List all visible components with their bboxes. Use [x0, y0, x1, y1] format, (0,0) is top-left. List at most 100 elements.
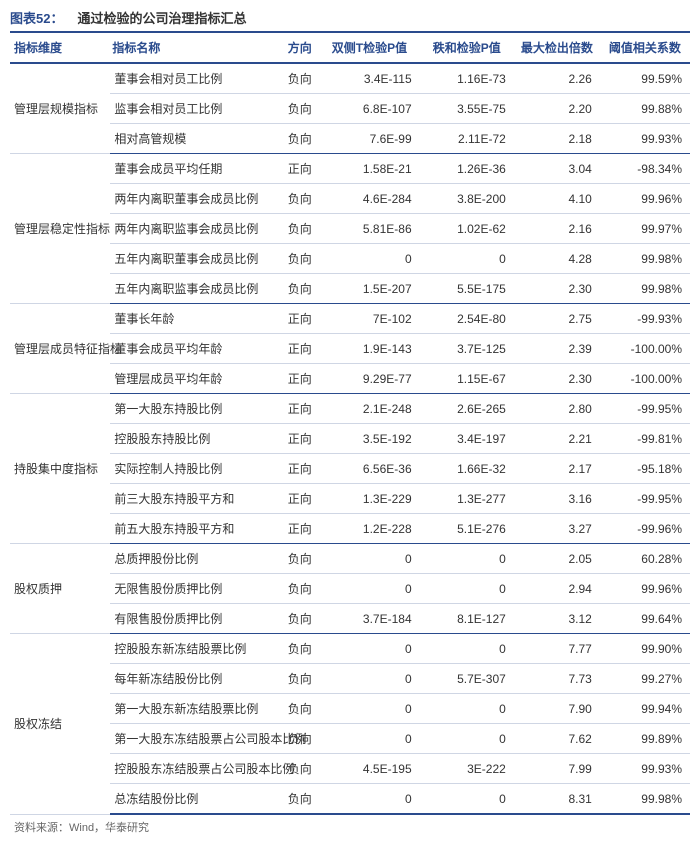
- table-row: 五年内离职董事会成员比例负向004.2899.98%: [10, 244, 690, 274]
- table-row: 前三大股东持股平方和正向1.3E-2291.3E-2773.16-99.95%: [10, 484, 690, 514]
- pr-cell: 3.4E-197: [420, 424, 514, 454]
- max-cell: 7.77: [514, 634, 600, 664]
- max-cell: 2.05: [514, 544, 600, 574]
- figure-title: 通过检验的公司治理指标汇总: [77, 8, 246, 27]
- table-row: 股权冻结控股股东新冻结股票比例负向007.7799.90%: [10, 634, 690, 664]
- report-table-figure: 图表52： 通过检验的公司治理指标汇总 指标维度 指标名称 方向 双侧T检验P值…: [0, 0, 700, 841]
- table-row: 控股股东持股比例正向3.5E-1923.4E-1972.21-99.81%: [10, 424, 690, 454]
- dir-cell: 正向: [280, 454, 319, 484]
- pr-cell: 1.66E-32: [420, 454, 514, 484]
- corr-cell: 99.90%: [600, 634, 690, 664]
- name-cell: 控股股东冻结股票占公司股本比例: [110, 754, 280, 784]
- figure-number: 图表52：: [10, 8, 63, 27]
- pr-cell: 0: [420, 694, 514, 724]
- name-cell: 董事会相对员工比例: [110, 63, 280, 94]
- name-cell: 两年内离职董事会成员比例: [110, 184, 280, 214]
- table-row: 股权质押总质押股份比例负向002.0560.28%: [10, 544, 690, 574]
- category-cell: 管理层规模指标: [10, 63, 110, 154]
- pt-cell: 0: [319, 634, 419, 664]
- max-cell: 2.30: [514, 364, 600, 394]
- pt-cell: 3.5E-192: [319, 424, 419, 454]
- pt-cell: 7E-102: [319, 304, 419, 334]
- name-cell: 前三大股东持股平方和: [110, 484, 280, 514]
- corr-cell: -99.95%: [600, 484, 690, 514]
- name-cell: 控股股东持股比例: [110, 424, 280, 454]
- pr-cell: 5.5E-175: [420, 274, 514, 304]
- data-source: 资料来源：Wind，华泰研究: [10, 819, 690, 835]
- dir-cell: 负向: [280, 754, 319, 784]
- col-header: 指标维度: [10, 32, 110, 63]
- pt-cell: 7.6E-99: [319, 124, 419, 154]
- corr-cell: 99.93%: [600, 124, 690, 154]
- dir-cell: 负向: [280, 184, 319, 214]
- max-cell: 2.21: [514, 424, 600, 454]
- pr-cell: 1.26E-36: [420, 154, 514, 184]
- category-cell: 持股集中度指标: [10, 394, 110, 544]
- pt-cell: 6.56E-36: [319, 454, 419, 484]
- max-cell: 2.75: [514, 304, 600, 334]
- max-cell: 3.04: [514, 154, 600, 184]
- pt-cell: 1.9E-143: [319, 334, 419, 364]
- max-cell: 2.18: [514, 124, 600, 154]
- corr-cell: 99.94%: [600, 694, 690, 724]
- name-cell: 前五大股东持股平方和: [110, 514, 280, 544]
- col-header: 最大检出倍数: [514, 32, 600, 63]
- pt-cell: 1.58E-21: [319, 154, 419, 184]
- dir-cell: 正向: [280, 514, 319, 544]
- corr-cell: -95.18%: [600, 454, 690, 484]
- max-cell: 2.17: [514, 454, 600, 484]
- pr-cell: 3E-222: [420, 754, 514, 784]
- category-cell: 管理层成员特征指标: [10, 304, 110, 394]
- pr-cell: 2.11E-72: [420, 124, 514, 154]
- pr-cell: 1.02E-62: [420, 214, 514, 244]
- max-cell: 7.73: [514, 664, 600, 694]
- name-cell: 总质押股份比例: [110, 544, 280, 574]
- max-cell: 7.62: [514, 724, 600, 754]
- pr-cell: 0: [420, 634, 514, 664]
- corr-cell: 99.27%: [600, 664, 690, 694]
- dir-cell: 负向: [280, 274, 319, 304]
- category-cell: 股权冻结: [10, 634, 110, 815]
- pr-cell: 1.3E-277: [420, 484, 514, 514]
- dir-cell: 负向: [280, 694, 319, 724]
- table-row: 前五大股东持股平方和正向1.2E-2285.1E-2763.27-99.96%: [10, 514, 690, 544]
- max-cell: 3.16: [514, 484, 600, 514]
- pt-cell: 0: [319, 574, 419, 604]
- name-cell: 有限售股份质押比例: [110, 604, 280, 634]
- max-cell: 2.16: [514, 214, 600, 244]
- name-cell: 两年内离职监事会成员比例: [110, 214, 280, 244]
- pr-cell: 3.7E-125: [420, 334, 514, 364]
- category-cell: 管理层稳定性指标: [10, 154, 110, 304]
- corr-cell: 60.28%: [600, 544, 690, 574]
- corr-cell: 99.93%: [600, 754, 690, 784]
- pt-cell: 3.7E-184: [319, 604, 419, 634]
- pr-cell: 3.55E-75: [420, 94, 514, 124]
- figure-title-row: 图表52： 通过检验的公司治理指标汇总: [10, 8, 690, 27]
- table-row: 无限售股份质押比例负向002.9499.96%: [10, 574, 690, 604]
- corr-cell: 99.89%: [600, 724, 690, 754]
- col-header: 双侧T检验P值: [319, 32, 419, 63]
- table-row: 每年新冻结股份比例负向05.7E-3077.7399.27%: [10, 664, 690, 694]
- name-cell: 总冻结股份比例: [110, 784, 280, 815]
- dir-cell: 负向: [280, 544, 319, 574]
- table-row: 管理层规模指标董事会相对员工比例负向3.4E-1151.16E-732.2699…: [10, 63, 690, 94]
- table-row: 管理层稳定性指标董事会成员平均任期正向1.58E-211.26E-363.04-…: [10, 154, 690, 184]
- max-cell: 4.28: [514, 244, 600, 274]
- dir-cell: 正向: [280, 484, 319, 514]
- pr-cell: 0: [420, 244, 514, 274]
- pt-cell: 1.5E-207: [319, 274, 419, 304]
- max-cell: 2.39: [514, 334, 600, 364]
- pt-cell: 0: [319, 694, 419, 724]
- dir-cell: 负向: [280, 124, 319, 154]
- name-cell: 第一大股东持股比例: [110, 394, 280, 424]
- corr-cell: 99.98%: [600, 244, 690, 274]
- name-cell: 五年内离职监事会成员比例: [110, 274, 280, 304]
- name-cell: 第一大股东冻结股票占公司股本比例: [110, 724, 280, 754]
- name-cell: 控股股东新冻结股票比例: [110, 634, 280, 664]
- dir-cell: 正向: [280, 394, 319, 424]
- max-cell: 3.12: [514, 604, 600, 634]
- col-header: 方向: [280, 32, 319, 63]
- table-row: 管理层成员平均年龄正向9.29E-771.15E-672.30-100.00%: [10, 364, 690, 394]
- table-row: 实际控制人持股比例正向6.56E-361.66E-322.17-95.18%: [10, 454, 690, 484]
- pr-cell: 5.7E-307: [420, 664, 514, 694]
